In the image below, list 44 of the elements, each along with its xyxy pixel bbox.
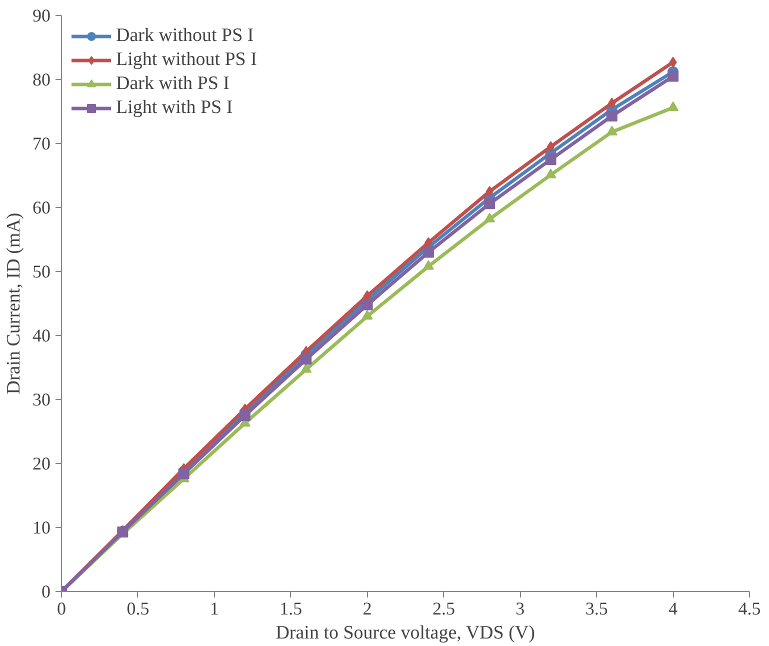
point: [484, 198, 496, 210]
point: [486, 186, 494, 197]
x-tick-label: 0: [57, 598, 66, 618]
y-tick-label: 20: [32, 454, 50, 474]
legend-label: Light with PS I: [116, 97, 233, 119]
point: [178, 468, 190, 480]
legend-label: Dark without PS I: [116, 25, 254, 47]
point: [422, 260, 434, 270]
point: [362, 310, 373, 320]
point: [668, 70, 679, 82]
x-tick-label: 0.5: [126, 598, 150, 618]
point: [362, 299, 373, 310]
point: [668, 101, 679, 112]
point: [300, 354, 312, 365]
y-tick-label: 30: [32, 390, 50, 410]
x-axis-title: Drain to Source voltage, VDS (V): [276, 622, 535, 644]
y-tick-label: 40: [32, 326, 50, 346]
point: [545, 154, 556, 165]
x-tick-label: 4.5: [738, 598, 761, 618]
y-tick-label: 80: [32, 70, 50, 90]
y-tick-label: 70: [32, 134, 50, 154]
point: [422, 246, 434, 258]
point: [606, 110, 618, 122]
x-tick-label: 1: [210, 598, 219, 618]
x-tick-label: 3.5: [585, 598, 608, 618]
y-tick-label: 60: [32, 198, 50, 218]
point: [300, 363, 312, 373]
point: [239, 410, 250, 421]
point: [606, 126, 618, 136]
x-tick-label: 4: [668, 598, 678, 618]
y-tick-label: 90: [32, 6, 50, 26]
y-axis-title: Drain Current, ID (mA): [4, 212, 24, 394]
point: [546, 141, 555, 152]
x-tick-label: 2: [362, 598, 372, 618]
legend-label: Light without PS I: [116, 49, 257, 71]
y-tick-label: 0: [42, 582, 50, 602]
point: [484, 212, 496, 222]
y-tick-label: 10: [32, 518, 50, 538]
y-tick-label: 50: [32, 262, 50, 282]
point: [545, 168, 556, 178]
x-tick-label: 1.5: [280, 598, 302, 618]
x-tick-label: 3: [516, 598, 525, 618]
legend-label: Dark with PS I: [116, 73, 230, 95]
x-tick-label: 2.5: [432, 598, 455, 618]
